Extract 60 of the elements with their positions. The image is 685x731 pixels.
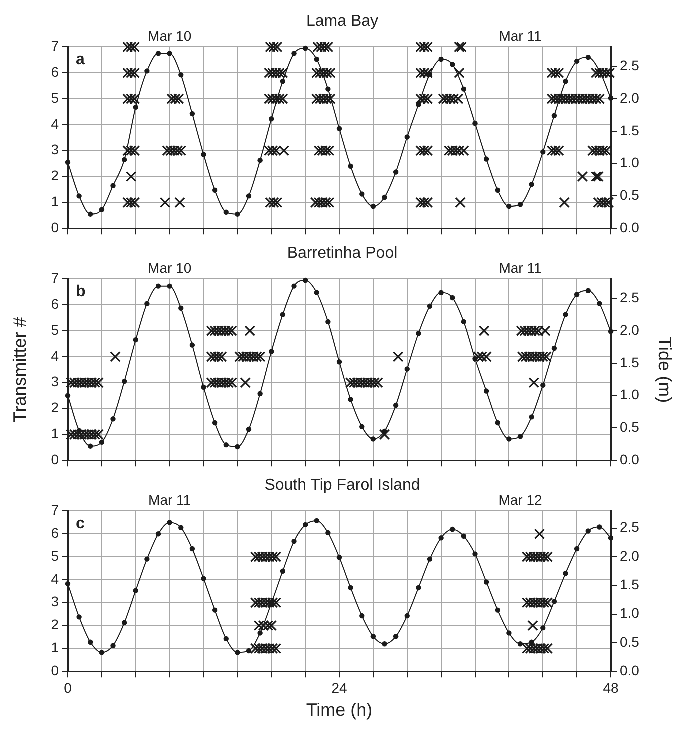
y-tick-label: 3: [51, 594, 60, 610]
y-tick-label: 5: [51, 322, 60, 338]
y-tick-label: 4: [51, 570, 60, 587]
x-tick-label: 24: [332, 680, 348, 696]
text: Mar 12: [498, 492, 542, 508]
annotation: b: [76, 284, 86, 301]
y2-tick-label: 0.5: [620, 187, 640, 204]
y-tick-label: 5: [51, 548, 60, 564]
y2-tick-label: 0.5: [620, 419, 640, 436]
y2-tick-label: 2.5: [620, 519, 640, 536]
y2-tick-label: 1.5: [620, 122, 640, 138]
chart-title: Barretinha Pool: [287, 245, 398, 262]
y-tick-label: 1: [51, 640, 60, 656]
y2-tick-label: 1.0: [620, 605, 640, 622]
y-tick-label: 2: [51, 168, 60, 184]
y-tick-label: 0: [51, 662, 60, 678]
y-tick-label: 4: [51, 348, 60, 364]
y-tick-label: 1: [51, 194, 60, 210]
y-tick-label: 3: [51, 142, 60, 158]
y2-tick-label: 0.0: [620, 219, 640, 236]
y-tick-label: 5: [51, 90, 60, 106]
text: Mar 11: [148, 492, 192, 508]
text: Mar 10: [148, 28, 192, 44]
y-tick-label: 6: [51, 524, 60, 541]
y-tick-label: 4: [51, 116, 60, 132]
y-tick-label: 2: [51, 616, 60, 633]
chart-title: Lama Bay: [306, 13, 379, 30]
y2-tick-label: 2.0: [620, 548, 640, 564]
y2-tick-label: 0.5: [620, 634, 640, 650]
text: Mar 11: [499, 28, 542, 44]
annotation: a: [76, 52, 85, 69]
y-tick-label: 0: [51, 451, 60, 468]
text: Mar 10: [148, 260, 192, 276]
y-tick-label: 6: [51, 296, 60, 312]
x-tick-label: 0: [64, 680, 72, 696]
y2-tick-label: 0.0: [620, 451, 640, 468]
y-tick-label: 7: [51, 38, 60, 54]
y2-tick-label: 2.0: [620, 322, 640, 338]
y2-tick-label: 1.5: [620, 576, 640, 593]
y-tick-label: 7: [51, 502, 60, 518]
y2-tick-label: 2.5: [620, 289, 640, 306]
y2-axis-title: Tide (m): [655, 336, 676, 404]
y-tick-label: 7: [51, 270, 60, 286]
y2-tick-label: 2.0: [620, 90, 640, 106]
y-tick-label: 1: [51, 426, 60, 442]
x-axis-title: Time (h): [306, 700, 373, 720]
y-axis-title: Transmitter #: [10, 317, 30, 423]
y2-tick-label: 0.0: [620, 662, 640, 678]
annotation: c: [76, 516, 85, 533]
y-tick-label: 6: [51, 64, 60, 80]
chart-title: South Tip Farol Island: [264, 477, 420, 494]
y2-tick-label: 1.5: [620, 354, 640, 370]
text: Mar 11: [499, 260, 542, 276]
y-tick-label: 3: [51, 374, 60, 390]
y2-tick-label: 2.5: [620, 57, 640, 74]
y-tick-label: 2: [51, 400, 60, 416]
y2-tick-label: 1.0: [620, 386, 640, 403]
y2-tick-label: 1.0: [620, 154, 640, 171]
y-tick-label: 0: [51, 219, 60, 236]
x-tick-label: 48: [603, 680, 619, 696]
